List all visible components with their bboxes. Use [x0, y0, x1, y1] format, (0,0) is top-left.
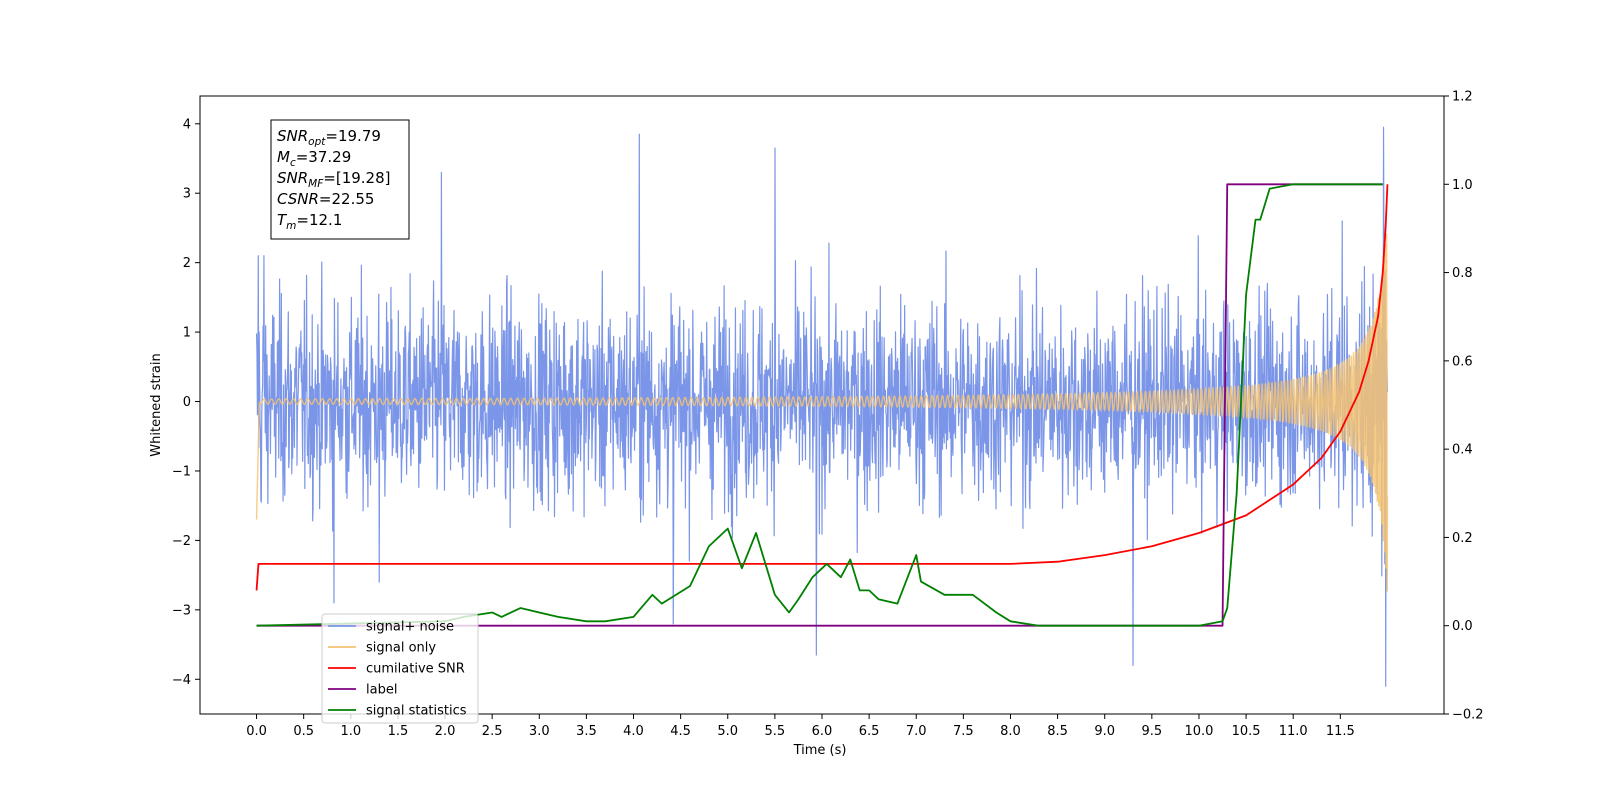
x-tick-label: 0.5	[293, 724, 314, 739]
annotation-subscript: c	[290, 157, 296, 169]
annotation-value: =37.29	[296, 148, 352, 166]
y2-tick-label: 1.0	[1452, 178, 1473, 193]
x-tick-label: 1.5	[388, 724, 409, 739]
legend-label: signal only	[366, 641, 436, 656]
x-tick-label: 9.5	[1142, 724, 1163, 739]
y-axis-label: Whitened strain	[149, 353, 164, 456]
annotation-value: =12.1	[296, 211, 342, 229]
legend-label: cumilative SNR	[366, 662, 465, 677]
x-tick-label: 1.0	[340, 724, 361, 739]
y-tick-label: 3	[183, 187, 191, 202]
y2-tick-label: 0.8	[1452, 266, 1473, 281]
x-tick-label: 4.0	[623, 724, 644, 739]
y-tick-label: −2	[172, 534, 191, 549]
annotation-symbol: SNR	[277, 127, 308, 145]
y2-tick-label: −0.2	[1452, 708, 1484, 723]
x-tick-label: 10.5	[1232, 724, 1261, 739]
y2-tick-label: 1.2	[1452, 90, 1473, 105]
x-tick-label: 8.5	[1047, 724, 1068, 739]
annotation-symbol: CSNR	[277, 190, 319, 208]
x-tick-label: 7.0	[906, 724, 927, 739]
x-tick-label: 9.0	[1094, 724, 1115, 739]
x-tick-label: 6.0	[812, 724, 833, 739]
y2-tick-label: 0.4	[1452, 443, 1473, 458]
y-tick-label: 0	[183, 395, 191, 410]
x-tick-label: 6.5	[859, 724, 880, 739]
annotation-line: SNRMF=[19.28]	[277, 169, 391, 190]
series-signal-statistics	[256, 183, 1383, 627]
annotation-line: Tm=12.1	[277, 211, 342, 232]
x-tick-label: 0.0	[246, 724, 267, 739]
y-tick-label: 4	[183, 117, 191, 132]
x-tick-label: 11.5	[1326, 724, 1355, 739]
annotation-value: =[19.28]	[323, 169, 390, 187]
x-tick-label: 11.0	[1279, 724, 1308, 739]
x-tick-label: 5.5	[765, 724, 786, 739]
x-tick-label: 3.5	[576, 724, 597, 739]
legend-label: label	[366, 683, 397, 698]
series-signal-only	[255, 233, 1389, 592]
x-tick-label: 7.5	[953, 724, 974, 739]
x-axis: 0.0 0.5 1.0 1.5 2.0 2.5 3.0 3.5 4.0 4.5 5.0 5.5 6.0 6…	[246, 714, 1355, 739]
x-tick-label: 3.0	[529, 724, 550, 739]
x-tick-label: 2.5	[482, 724, 503, 739]
annotation-line: CSNR=22.55	[277, 190, 374, 208]
annotation-box: SNRopt=19.79Mc=37.29SNRMF=[19.28]CSNR=22…	[270, 119, 410, 240]
y2-tick-label: 0.6	[1452, 354, 1473, 369]
annotation-subscript: m	[286, 220, 296, 232]
annotation-value: =19.79	[325, 127, 381, 145]
y-tick-label: −1	[172, 464, 191, 479]
y-tick-label: 1	[183, 326, 191, 341]
annotation-value: =22.55	[319, 190, 375, 208]
y2-tick-label: 0.0	[1452, 619, 1473, 634]
x-tick-label: 2.0	[435, 724, 456, 739]
y-tick-label: −4	[172, 673, 191, 688]
y-axis-right: −0.2 0.0 0.2 0.4 0.6 0.8 1.0 1.2	[1444, 90, 1484, 723]
y-tick-label: −3	[172, 603, 191, 618]
x-tick-label: 10.0	[1184, 724, 1213, 739]
legend: signal+ noise signal only cumilative SNR la…	[321, 613, 479, 724]
legend-label: signal statistics	[366, 704, 467, 719]
legend-label: signal+ noise	[366, 620, 454, 635]
series-cumilative-snr	[255, 184, 1389, 591]
annotation-subscript: opt	[308, 136, 326, 148]
annotation-subscript: MF	[308, 178, 324, 190]
annotation-line: Mc=37.29	[277, 148, 351, 169]
x-tick-label: 8.0	[1000, 724, 1021, 739]
annotation-symbol: M	[277, 148, 290, 166]
annotation-frame	[270, 119, 410, 240]
annotation-symbol: T	[277, 211, 288, 229]
series-layer	[255, 126, 1389, 687]
legend-frame	[321, 613, 479, 724]
x-tick-label: 4.5	[670, 724, 691, 739]
y2-tick-label: 0.2	[1452, 531, 1473, 546]
y-axis-left: −4 −3 −2 −1 0 1 2 3 4	[172, 117, 200, 688]
y-tick-label: 2	[183, 256, 191, 271]
x-tick-label: 5.0	[717, 724, 738, 739]
x-axis-label: Time (s)	[793, 743, 847, 758]
annotation-symbol: SNR	[277, 169, 308, 187]
annotation-line: SNRopt=19.79	[277, 127, 381, 148]
